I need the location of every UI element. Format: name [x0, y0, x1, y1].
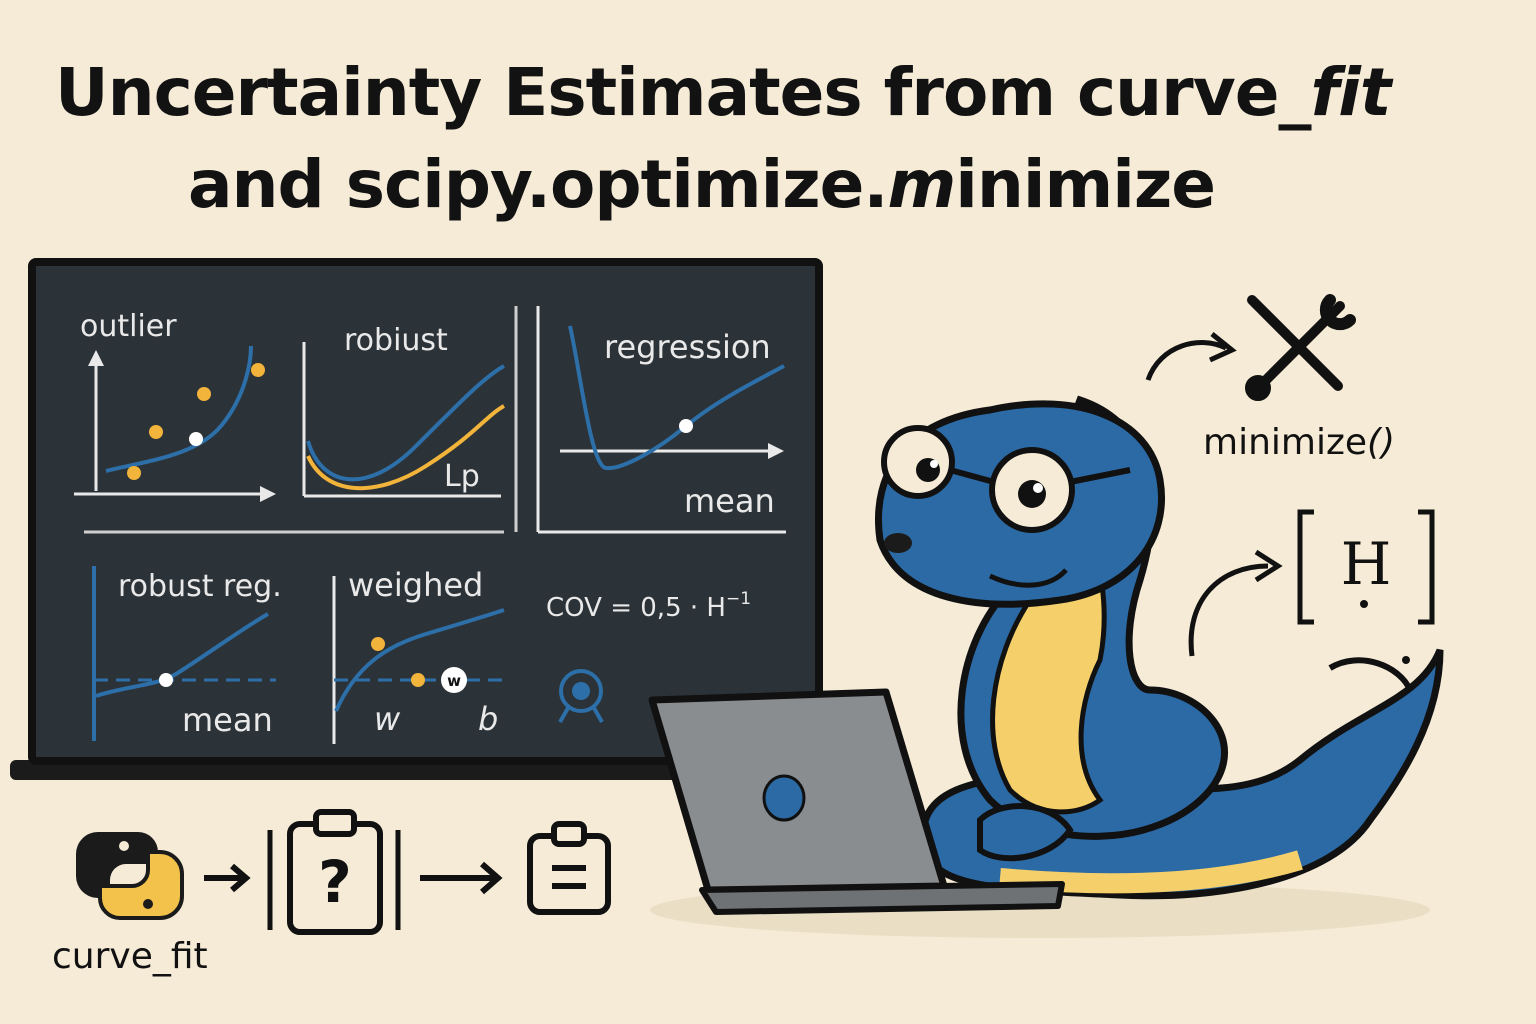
weighed-x-label-1: w: [374, 700, 401, 738]
minimize-label: minimize(): [1203, 422, 1396, 463]
hessian-symbol: H: [1341, 530, 1392, 598]
laptop-icon: [648, 688, 1065, 915]
arrow-to-tools-head: [1208, 332, 1237, 363]
regression-mean-arrow: [768, 443, 784, 459]
weighed-marker: [441, 667, 467, 693]
arrow-to-hessian-icon: [1188, 563, 1269, 657]
outlier-y-arrow: [88, 350, 104, 366]
regression-curve: [568, 325, 785, 471]
weighed-curve: [334, 608, 505, 712]
outlier-point: [251, 363, 265, 377]
arrow-to-hessian-head: [1254, 549, 1283, 583]
flow-drawings: ?: [76, 809, 611, 935]
arrow-2-icon: [420, 861, 503, 895]
outlier-highlight-point: [189, 432, 203, 446]
page-title-line-2: and scipy.optimize.minimize: [188, 146, 1216, 223]
clipboard-icon: [527, 821, 611, 915]
outlier-point: [197, 387, 211, 401]
arrow-1-icon: [204, 863, 251, 893]
outlier-point: [127, 466, 141, 480]
weighed-point: [371, 637, 385, 651]
weighed-point: [411, 673, 425, 687]
clipboard-question-mark: ?: [318, 848, 352, 916]
page-title-line-1: Uncertainty Estimates from curve_fit: [55, 54, 1391, 131]
panel-robust-title: robiust: [344, 323, 448, 358]
snake-mascot: [875, 395, 1444, 900]
regression-point: [679, 419, 693, 433]
board-ledge: [10, 760, 830, 780]
robust-reg-point: [159, 673, 173, 687]
mascot-drawings: H: [648, 294, 1444, 938]
regression-axis-label: mean: [684, 482, 775, 520]
weighed-marker-label: w: [447, 672, 461, 690]
arrow-to-tools-icon: [1145, 340, 1228, 381]
panel-regression-title: regression: [604, 328, 771, 366]
robust-reg-curve: [95, 612, 269, 698]
panel-robust-reg-title: robust reg.: [118, 569, 282, 604]
outlier-point: [149, 425, 163, 439]
chalkboard-drawings: outlier robiust Lp regression mean robus…: [74, 306, 786, 744]
curve-fit-label: curve_fit: [52, 936, 208, 977]
panel-weighed-title: weighed: [348, 566, 483, 604]
outlier-fit-curve: [105, 345, 253, 473]
gauge-icon: [558, 669, 604, 723]
chalkboard: outlier robiust Lp regression mean robus…: [28, 258, 823, 765]
mascot-scene: H: [620, 280, 1536, 1024]
robust-reg-axis-label: mean: [182, 701, 273, 739]
laptop-logo: [762, 774, 806, 822]
outlier-x-arrow: [260, 486, 276, 502]
robust-curve-yellow: [306, 404, 505, 491]
weighed-x-label-2: b: [478, 700, 498, 738]
panel-outlier-title: outlier: [80, 309, 177, 344]
wrench-screwdriver-icon: [1245, 294, 1356, 401]
robust-curve-blue: [306, 364, 505, 482]
robust-norm-label: Lp: [444, 459, 480, 494]
curve-fit-flow: ?: [0, 790, 640, 1024]
clipboard-question-icon: ?: [267, 809, 401, 935]
covariance-formula: COV = 0,5 · H−1: [546, 589, 751, 623]
hessian-matrix-icon: H: [1297, 509, 1435, 625]
python-logo-icon: [76, 832, 184, 920]
